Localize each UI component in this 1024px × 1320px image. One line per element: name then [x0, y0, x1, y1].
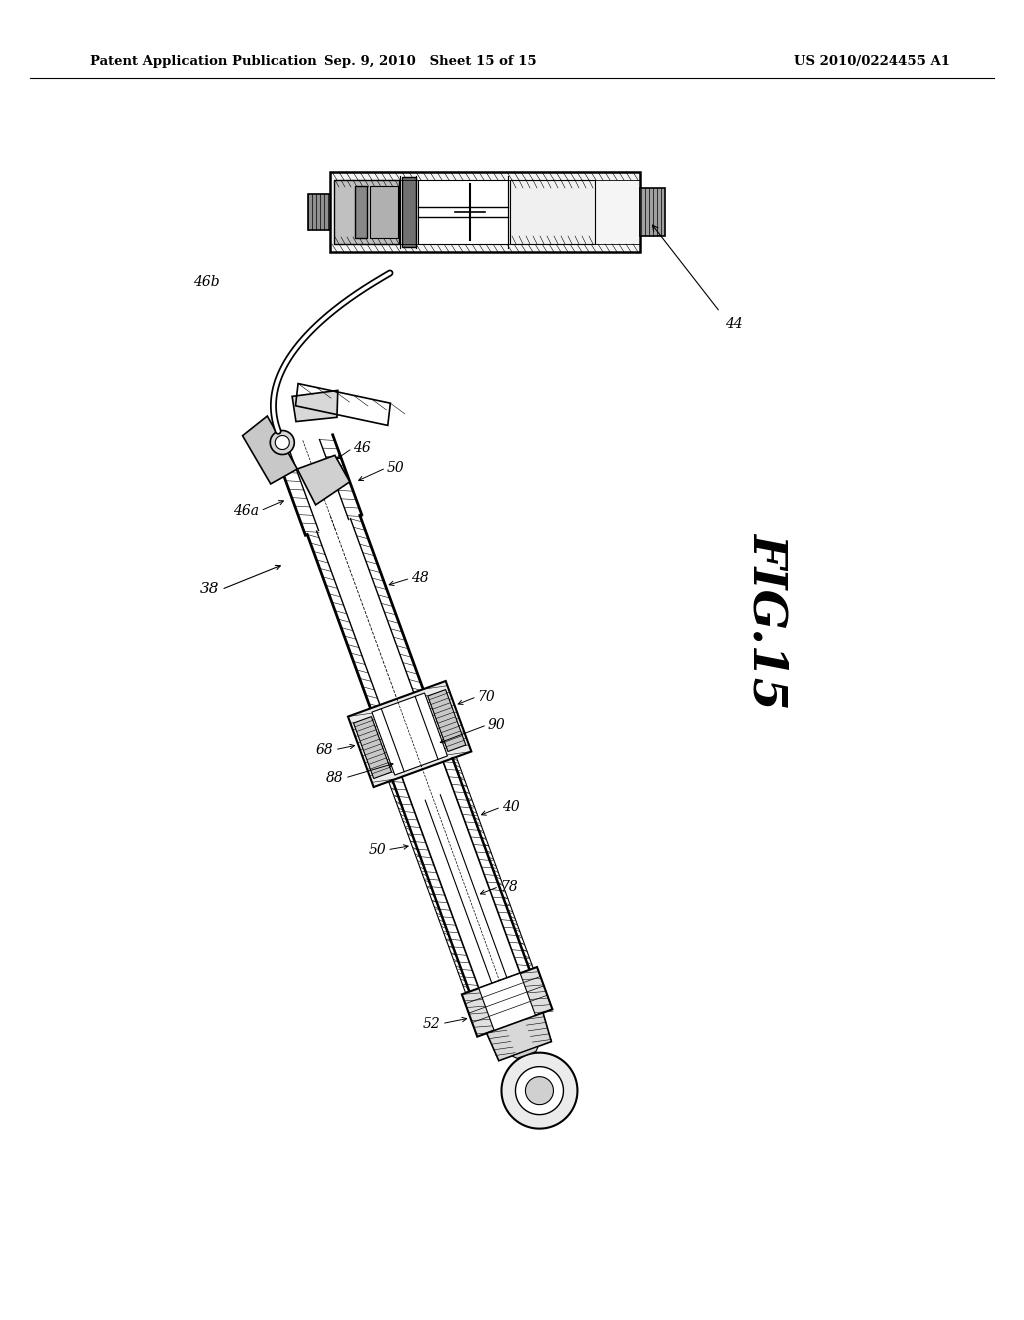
- Text: 46a: 46a: [233, 504, 259, 517]
- Polygon shape: [428, 689, 466, 751]
- Polygon shape: [372, 693, 447, 775]
- Text: US 2010/0224455 A1: US 2010/0224455 A1: [794, 55, 950, 69]
- Polygon shape: [502, 1052, 578, 1129]
- Polygon shape: [275, 436, 289, 450]
- Text: 78: 78: [500, 879, 518, 894]
- Bar: [418, 180, 508, 244]
- Bar: [402, 177, 416, 247]
- Polygon shape: [243, 416, 297, 484]
- Polygon shape: [515, 1067, 563, 1114]
- Polygon shape: [292, 391, 338, 421]
- Polygon shape: [512, 1047, 539, 1059]
- Text: 70: 70: [478, 690, 496, 704]
- Text: 46: 46: [353, 441, 371, 455]
- Polygon shape: [486, 1012, 551, 1061]
- Bar: [334, 180, 399, 244]
- Bar: [308, 194, 330, 230]
- Text: Sep. 9, 2010   Sheet 15 of 15: Sep. 9, 2010 Sheet 15 of 15: [324, 55, 537, 69]
- Text: FIG.15: FIG.15: [745, 532, 791, 709]
- Text: 68: 68: [316, 743, 334, 756]
- Text: 90: 90: [488, 718, 506, 731]
- Bar: [370, 186, 398, 238]
- Polygon shape: [525, 1077, 553, 1105]
- Text: 40: 40: [502, 800, 519, 814]
- Polygon shape: [348, 681, 471, 787]
- Text: 50: 50: [369, 843, 386, 857]
- Text: 88: 88: [327, 771, 344, 785]
- Polygon shape: [297, 455, 350, 504]
- Bar: [330, 172, 640, 252]
- Polygon shape: [462, 968, 552, 1036]
- Text: 38: 38: [200, 582, 219, 597]
- Text: 48: 48: [412, 572, 429, 585]
- Bar: [510, 180, 595, 244]
- Polygon shape: [270, 430, 294, 454]
- Text: 44: 44: [725, 317, 742, 331]
- Bar: [355, 186, 367, 238]
- Text: 46b: 46b: [194, 275, 220, 289]
- Text: 52: 52: [423, 1016, 441, 1031]
- Polygon shape: [353, 717, 391, 779]
- Bar: [640, 187, 665, 236]
- Text: 50: 50: [387, 461, 404, 475]
- Text: Patent Application Publication: Patent Application Publication: [90, 55, 316, 69]
- Polygon shape: [479, 973, 538, 1035]
